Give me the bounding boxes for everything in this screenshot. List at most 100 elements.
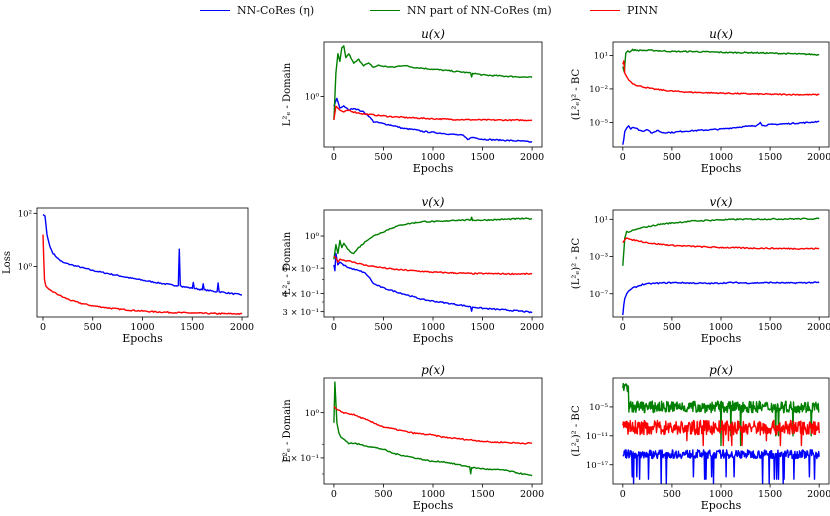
series-group	[333, 381, 533, 477]
chart-title: u(x)	[421, 27, 445, 41]
x-axis-label: Epochs	[122, 332, 163, 345]
legend-label: NN-CoRes (η)	[237, 4, 315, 17]
series-line-blue	[42, 214, 242, 296]
x-tick-label: 2000	[520, 322, 544, 333]
series-line-red	[622, 419, 820, 447]
chart-p_domain: 0 500 1000 1500 2000 10⁰ 6 × 10⁻¹ p(x) Epochs L²ₑ…	[282, 363, 544, 512]
x-tick-label: 2000	[807, 489, 830, 500]
y-axis-label: L²ₑ - Domain	[282, 399, 293, 463]
plot-frame	[323, 377, 543, 485]
y-tick-label: 6 × 10⁻¹	[282, 264, 319, 274]
plot-frame	[323, 41, 543, 148]
x-tick-label: 2000	[807, 322, 830, 333]
plot-frame	[612, 209, 830, 318]
x-tick-label: 1000	[421, 152, 445, 163]
series-line-green	[333, 216, 533, 260]
chart-p_bc: 0 500 1000 1500 2000 10⁻⁵ 10⁻¹¹ 10⁻¹⁷ p(x) Epochs…	[571, 363, 830, 512]
legend-label: PINN	[627, 4, 658, 17]
plot-frame	[36, 207, 249, 318]
series-group	[333, 45, 533, 143]
series-line-green	[622, 48, 820, 73]
x-axis-label: Epochs	[701, 332, 742, 345]
series-line-blue	[622, 449, 820, 484]
x-tick-label: 2000	[520, 152, 544, 163]
x-tick-label: 1500	[470, 322, 494, 333]
y-tick-label: 10²	[18, 210, 32, 220]
series-line-green	[622, 382, 820, 447]
series-line-red	[622, 60, 820, 96]
x-tick-label: 1000	[421, 489, 445, 500]
x-tick-label: 1500	[758, 489, 782, 500]
series-line-red	[333, 255, 533, 276]
x-tick-label: 0	[331, 489, 337, 500]
x-tick-label: 500	[663, 489, 681, 500]
x-tick-label: 1000	[709, 489, 733, 500]
chart-v_bc: 0 500 1000 1500 2000 10¹ 10⁻³ 10⁻⁷ v(x) Epochs (L²…	[571, 195, 830, 345]
x-axis-label: Epochs	[701, 162, 742, 175]
y-axis-label: (L²ₑ)² - BC	[571, 69, 582, 121]
chart-loss: 0 500 1000 1500 2000 10² 10⁰ Epochs Loss	[2, 207, 254, 345]
x-axis-label: Epochs	[413, 499, 454, 512]
legend-item-nn-part: NN part of NN-CoRes (m)	[370, 4, 552, 17]
chart-title: u(x)	[709, 27, 733, 41]
series-line-blue	[622, 120, 820, 145]
y-tick-label: 10⁻³	[589, 253, 608, 263]
legend-item-pinn: PINN	[590, 4, 658, 17]
x-tick-label: 1000	[130, 322, 154, 333]
y-tick-label: 10⁰	[305, 232, 320, 242]
y-tick-label: 10⁻⁷	[589, 290, 608, 300]
y-axis-label: (L²ₑ)² - BC	[571, 238, 582, 290]
y-tick-label: 10⁻¹¹	[586, 432, 608, 442]
chart-title: p(x)	[709, 363, 733, 377]
y-tick-label: 10⁻¹⁷	[586, 461, 609, 471]
legend-item-nn-cores: NN-CoRes (η)	[200, 4, 314, 17]
series-group	[622, 48, 820, 145]
x-tick-label: 500	[374, 489, 392, 500]
series-line-red	[333, 105, 533, 122]
series-line-red	[333, 406, 533, 445]
y-tick-label: 10⁰	[18, 263, 33, 273]
y-tick-label: 10⁰	[305, 93, 320, 103]
x-tick-label: 1000	[709, 322, 733, 333]
x-tick-label: 500	[374, 152, 392, 163]
legend-swatch-red	[590, 10, 620, 11]
x-tick-label: 0	[40, 322, 46, 333]
x-tick-label: 500	[663, 152, 681, 163]
x-tick-label: 0	[620, 152, 626, 163]
y-tick-label: 10⁻⁵	[589, 403, 608, 413]
y-axis-label: (L²ₑ)² - BC	[571, 405, 582, 457]
legend-swatch-blue	[200, 10, 230, 11]
x-tick-label: 1000	[709, 152, 733, 163]
series-line-green	[333, 381, 533, 477]
series-line-blue	[333, 252, 533, 314]
chart-title: v(x)	[422, 195, 445, 209]
legend-label: NN part of NN-CoRes (m)	[407, 4, 552, 17]
x-tick-label: 1500	[470, 152, 494, 163]
x-tick-label: 500	[374, 322, 392, 333]
y-tick-label: 6 × 10⁻¹	[282, 454, 319, 464]
series-group	[42, 214, 243, 315]
series-line-blue	[622, 281, 820, 316]
series-group	[622, 217, 820, 316]
x-tick-label: 0	[331, 152, 337, 163]
x-axis-label: Epochs	[701, 499, 742, 512]
x-axis-label: Epochs	[413, 162, 454, 175]
y-tick-label: 10⁻⁵	[589, 119, 608, 129]
x-tick-label: 2000	[230, 322, 254, 333]
x-tick-label: 2000	[520, 489, 544, 500]
series-line-red	[622, 237, 820, 251]
series-group	[622, 382, 820, 484]
x-tick-label: 0	[331, 322, 337, 333]
x-tick-label: 1500	[758, 322, 782, 333]
y-axis-label: Loss	[2, 251, 13, 274]
chart-u_domain: 0 500 1000 1500 2000 10⁰ u(x) Epochs L²ₑ - Domai…	[282, 27, 544, 175]
x-tick-label: 1500	[758, 152, 782, 163]
x-tick-label: 1000	[421, 322, 445, 333]
x-tick-label: 1500	[180, 322, 204, 333]
y-tick-label: 10¹	[594, 52, 608, 62]
legend: NN-CoRes (η) NN part of NN-CoRes (m) PIN…	[0, 4, 830, 24]
y-tick-label: 10⁰	[305, 409, 320, 419]
y-tick-label: 10¹	[594, 216, 608, 226]
x-tick-label: 500	[84, 322, 102, 333]
